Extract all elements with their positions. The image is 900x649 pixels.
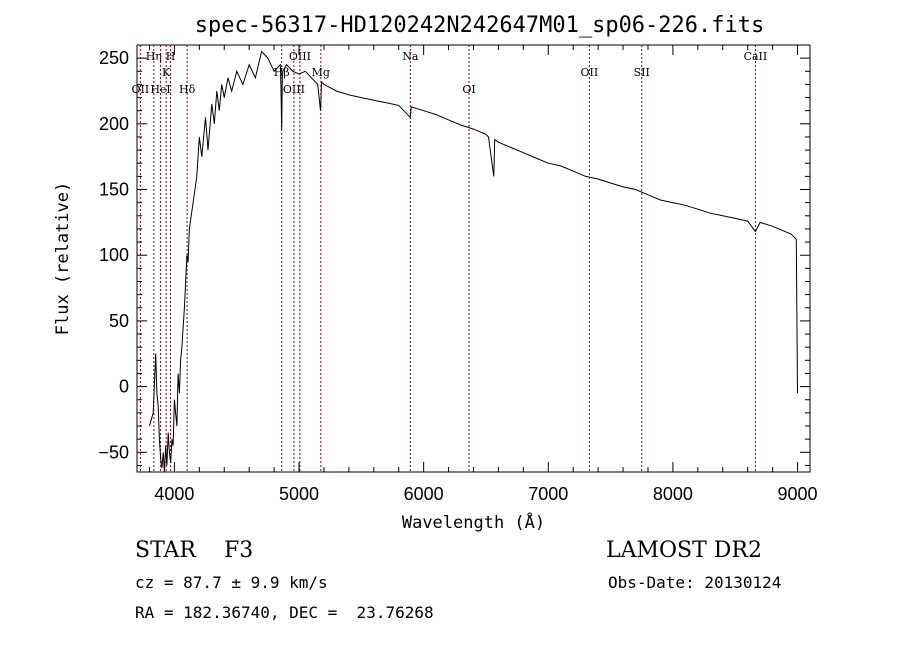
- x-tick-label: 5000: [279, 484, 319, 504]
- line-label: OII: [581, 66, 599, 79]
- coordinates-label: RA = 182.36740, DEC = 23.76268: [135, 603, 434, 622]
- line-label: OI: [462, 83, 475, 96]
- y-tick-label: 100: [99, 245, 129, 265]
- line-label: OIII: [283, 83, 305, 96]
- line-label: SII: [634, 66, 650, 79]
- plot-frame: [136, 44, 811, 473]
- line-label: Hβ: [274, 66, 290, 79]
- x-tick-label: 8000: [653, 484, 693, 504]
- line-label: OII: [132, 83, 150, 96]
- x-tick-label: 7000: [528, 484, 568, 504]
- line-label: K: [162, 66, 171, 79]
- y-axis-label: Flux (relative): [53, 182, 73, 336]
- line-label: Mg: [312, 66, 330, 79]
- line-label: Hδ: [179, 83, 196, 96]
- y-tick-label: −50: [98, 442, 129, 462]
- spectrum-series-0: [149, 50, 798, 473]
- y-tick-label: 150: [99, 180, 129, 200]
- line-label: Hη: [146, 50, 162, 63]
- y-tick-label: 200: [99, 114, 129, 134]
- line-label: Na: [402, 50, 419, 63]
- object-class: STAR F3: [135, 538, 254, 563]
- redshift-label: cz = 87.7 ± 9.9 km/s: [135, 573, 328, 592]
- x-axis-label: Wavelength (Å): [402, 511, 545, 533]
- y-tick-label: 250: [99, 48, 129, 68]
- chart-title: spec-56317-HD120242N242647M01_sp06-226.f…: [195, 13, 765, 38]
- survey-label: LAMOST DR2: [606, 538, 762, 563]
- y-tick-label: 50: [109, 311, 129, 331]
- line-label: H: [166, 50, 176, 63]
- line-label: CaII: [744, 50, 768, 63]
- line-label: OIII: [289, 50, 311, 63]
- obs-date-label: Obs-Date: 20130124: [608, 573, 782, 592]
- y-tick-label: 0: [119, 377, 129, 397]
- x-tick-label: 4000: [154, 484, 194, 504]
- x-tick-label: 9000: [778, 484, 818, 504]
- line-label: HeI: [150, 83, 170, 96]
- x-tick-label: 6000: [404, 484, 444, 504]
